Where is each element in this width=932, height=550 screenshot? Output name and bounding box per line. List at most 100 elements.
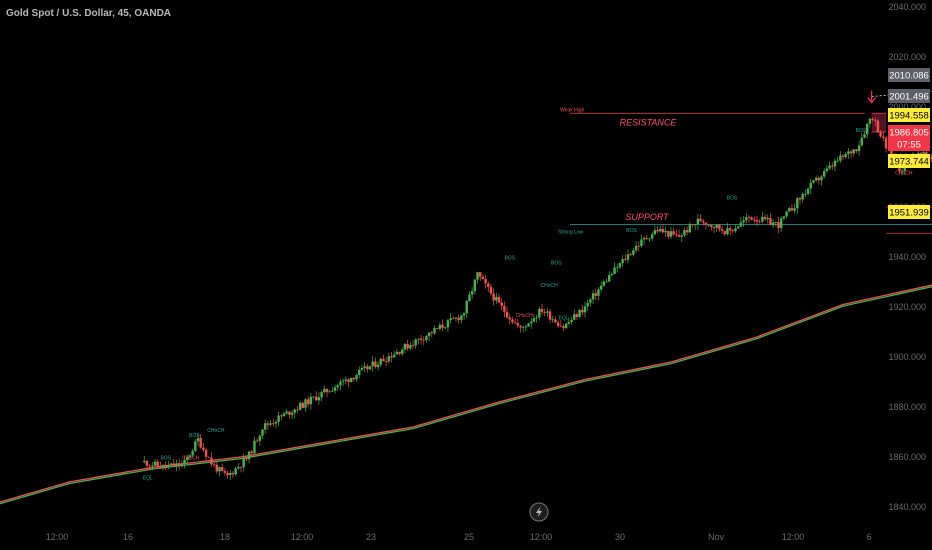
- candle-body: [817, 177, 821, 181]
- candle-body: [726, 228, 729, 235]
- candle-body: [465, 301, 468, 314]
- candle-body: [882, 136, 885, 138]
- candle-body: [723, 231, 726, 235]
- candle-body: [427, 332, 431, 337]
- candle-body: [688, 224, 692, 233]
- price-badge: [888, 108, 930, 122]
- candle-body: [511, 319, 514, 323]
- candle-body: [253, 440, 256, 454]
- candle-body: [863, 134, 866, 138]
- candle-body: [573, 314, 576, 320]
- overlays-layer: DOUBLE TOP ?: [867, 90, 932, 104]
- weak-high-label: Weak High: [560, 107, 585, 113]
- x-tick-label: 30: [615, 532, 625, 542]
- candle-body: [702, 221, 705, 223]
- candle-body: [497, 297, 501, 303]
- price-badge-label: 1994.558: [889, 111, 929, 122]
- candle-body: [417, 338, 420, 340]
- candle-body: [317, 397, 321, 401]
- candle-body: [401, 349, 404, 354]
- candle-body: [288, 411, 291, 415]
- candle-body: [172, 463, 176, 467]
- candle-body: [272, 423, 275, 425]
- candle-body: [546, 311, 549, 313]
- candle-body: [215, 464, 219, 472]
- candle-body: [728, 228, 732, 231]
- y-tick-label: 2040.000: [888, 2, 926, 12]
- candle-body: [293, 409, 296, 413]
- candle-body: [409, 344, 412, 349]
- candle-body: [242, 458, 245, 468]
- price-badge: [888, 154, 930, 168]
- candle-body: [159, 466, 162, 469]
- candle-body: [495, 297, 498, 301]
- candle-body: [360, 367, 364, 370]
- candle-body: [771, 222, 775, 226]
- candle-body: [849, 151, 853, 154]
- structure-label: BOS: [856, 128, 867, 134]
- candle-body: [677, 235, 681, 237]
- candle-body: [500, 302, 503, 306]
- candle-body: [414, 339, 417, 346]
- candle-body: [358, 369, 361, 376]
- candle-body: [371, 361, 374, 367]
- candle-body: [613, 267, 616, 275]
- candle-body: [484, 279, 487, 284]
- candle-body: [798, 198, 802, 200]
- candle-body: [745, 217, 748, 221]
- candle-body: [220, 467, 224, 472]
- candle-body: [280, 415, 283, 417]
- candle-body: [156, 461, 159, 467]
- candle-body: [683, 230, 686, 236]
- lightning-button[interactable]: [529, 502, 549, 522]
- price-badge: [888, 137, 930, 151]
- y-tick-label: 2020.000: [888, 52, 926, 62]
- candle-body: [860, 137, 864, 146]
- candle-body: [441, 324, 444, 328]
- candle-body: [570, 319, 573, 322]
- candle-body: [629, 254, 632, 256]
- candle-body: [218, 467, 221, 472]
- candle-body: [685, 230, 689, 233]
- candle-body: [785, 211, 788, 217]
- candle-body: [841, 155, 845, 157]
- candle-body: [879, 132, 882, 137]
- candle-body: [699, 218, 702, 222]
- structure-label: BOS: [626, 228, 637, 234]
- candle-body: [696, 218, 700, 225]
- candle-body: [478, 272, 482, 277]
- candle-body: [143, 460, 146, 462]
- candle-body: [540, 308, 544, 312]
- candle-body: [637, 245, 640, 247]
- x-tick-label: 16: [123, 532, 133, 542]
- candle-body: [763, 216, 767, 220]
- candle-body: [602, 281, 606, 286]
- x-tick-label: 25: [464, 532, 474, 542]
- candle-body: [562, 326, 565, 329]
- candle-body: [376, 364, 380, 368]
- candle-body: [347, 379, 350, 383]
- candle-body: [532, 318, 536, 322]
- candle-body: [594, 293, 597, 296]
- candle-body: [186, 457, 189, 461]
- candle-body: [599, 285, 603, 290]
- structure-label: BOS: [504, 256, 515, 262]
- structure-label: CHoCH: [182, 456, 200, 462]
- price-badge-label: 1951.939: [889, 208, 929, 219]
- candle-body: [922, 152, 925, 155]
- structure-labels-layer: BOS BOS CHoCH CHoCH EQL BOS CHoCH CHoCH EQL BOS BO…: [143, 128, 913, 482]
- candle-body: [153, 461, 157, 466]
- candle-body: [390, 356, 393, 358]
- candle-body: [231, 472, 235, 475]
- candle-body: [315, 396, 318, 401]
- candle-body: [597, 289, 600, 296]
- candle-body: [578, 309, 581, 317]
- moving-average-slow: [0, 286, 932, 505]
- candle-body: [290, 412, 294, 415]
- candle-body: [519, 325, 522, 328]
- candle-body: [344, 379, 348, 381]
- candle-body: [739, 222, 743, 227]
- y-tick-label: 1920.000: [888, 302, 926, 312]
